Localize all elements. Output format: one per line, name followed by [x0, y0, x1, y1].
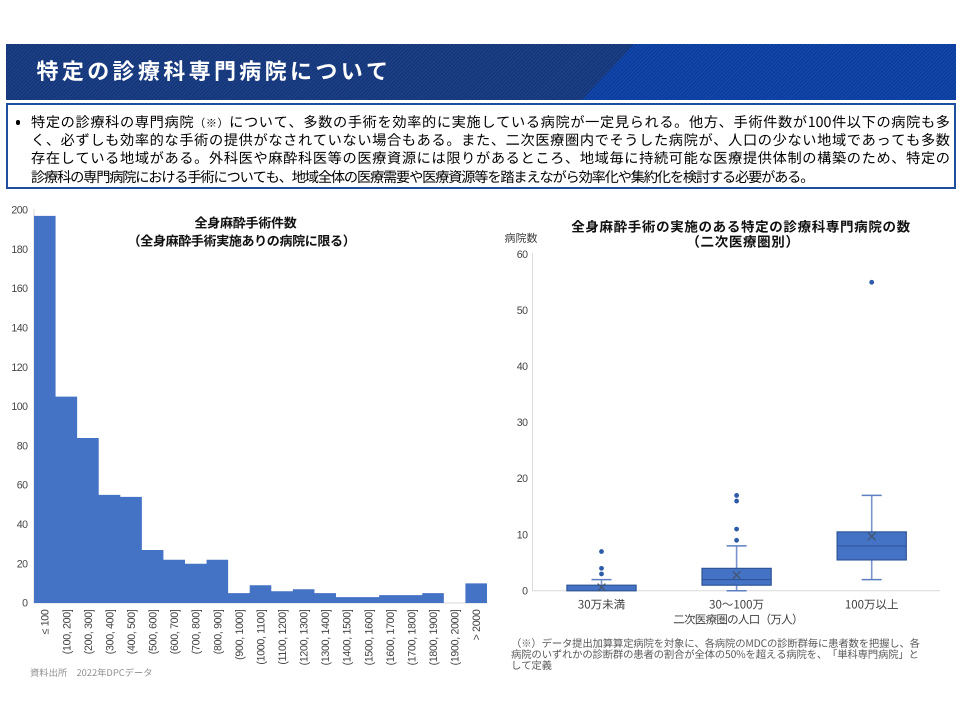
svg-text:100万以上: 100万以上 — [845, 597, 899, 613]
svg-text:(1300, 1400]: (1300, 1400] — [320, 609, 332, 665]
svg-text:120: 120 — [11, 362, 28, 374]
svg-text:（二次医療圏別）: （二次医療圏別） — [686, 231, 799, 251]
svg-text:60: 60 — [17, 480, 28, 492]
svg-text:0: 0 — [22, 598, 28, 610]
svg-text:30万未満: 30万未満 — [578, 597, 625, 613]
svg-text:20: 20 — [517, 473, 528, 485]
svg-text:(1800, 1900]: (1800, 1900] — [428, 609, 440, 665]
svg-text:(500, 600]: (500, 600] — [148, 609, 160, 654]
svg-text:病院数: 病院数 — [505, 230, 538, 246]
svg-text:10: 10 — [517, 529, 528, 541]
svg-text:20: 20 — [17, 558, 28, 570]
svg-text:二次医療圏の人口（万人）: 二次医療圏の人口（万人） — [673, 612, 803, 628]
svg-text:0: 0 — [522, 585, 528, 597]
svg-text:(1600, 1700]: (1600, 1700] — [385, 609, 397, 665]
svg-text:(1200, 1300]: (1200, 1300] — [299, 609, 311, 665]
svg-text:(400, 500]: (400, 500] — [126, 609, 138, 654]
svg-text:≤ 100: ≤ 100 — [40, 609, 52, 634]
svg-text:(700, 800]: (700, 800] — [191, 609, 203, 654]
svg-text:(1100, 1200]: (1100, 1200] — [277, 609, 289, 664]
svg-text:(600, 700]: (600, 700] — [169, 609, 181, 654]
svg-text:(300, 400]: (300, 400] — [104, 609, 116, 654]
svg-text:(1700, 1800]: (1700, 1800] — [406, 609, 418, 665]
svg-text:全身麻酔手術件数: 全身麻酔手術件数 — [194, 212, 296, 231]
svg-text:40: 40 — [517, 361, 528, 373]
svg-text:(100, 200]: (100, 200] — [61, 609, 73, 654]
svg-text:(200, 300]: (200, 300] — [83, 609, 95, 654]
svg-text:140: 140 — [11, 323, 28, 335]
svg-text:(1900, 2000]: (1900, 2000] — [450, 609, 462, 665]
svg-text:30～100万: 30～100万 — [709, 597, 764, 613]
svg-text:(1400, 1500]: (1400, 1500] — [342, 609, 354, 665]
svg-text:(800, 900]: (800, 900] — [212, 609, 224, 654]
svg-text:全身麻酔手術の実施のある特定の診療科専門病院の数: 全身麻酔手術の実施のある特定の診療科専門病院の数 — [571, 216, 911, 236]
svg-text:200: 200 — [11, 205, 28, 217]
svg-text:180: 180 — [11, 244, 28, 256]
svg-text:(1500, 1600]: (1500, 1600] — [363, 609, 375, 665]
svg-text:100: 100 — [11, 401, 28, 413]
svg-text:（全身麻酔手術実施ありの病院に限る）: （全身麻酔手術実施ありの病院に限る） — [128, 231, 356, 250]
svg-text:50: 50 — [517, 305, 528, 317]
svg-text:> 2000: > 2000 — [471, 609, 483, 640]
svg-text:30: 30 — [517, 417, 528, 429]
svg-text:60: 60 — [517, 249, 528, 261]
svg-text:(900, 1000]: (900, 1000] — [234, 609, 246, 660]
svg-text:80: 80 — [17, 440, 28, 452]
svg-text:40: 40 — [17, 519, 28, 531]
svg-text:(1000, 1100]: (1000, 1100] — [255, 609, 267, 664]
svg-text:160: 160 — [11, 283, 28, 295]
